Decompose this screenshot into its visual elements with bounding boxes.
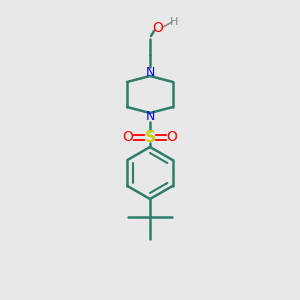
- Text: O: O: [123, 130, 134, 144]
- Text: N: N: [145, 110, 155, 124]
- Text: N: N: [145, 65, 155, 79]
- Text: O: O: [153, 21, 164, 35]
- Text: H: H: [170, 17, 178, 27]
- Text: O: O: [167, 130, 177, 144]
- Text: S: S: [145, 130, 155, 145]
